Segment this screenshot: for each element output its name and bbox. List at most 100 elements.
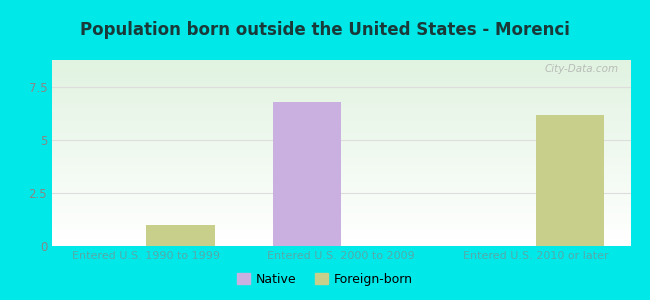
Bar — [52, 194, 630, 195]
Bar — [52, 244, 630, 245]
Bar — [52, 71, 630, 72]
Bar — [52, 231, 630, 232]
Bar — [52, 73, 630, 74]
Bar — [52, 176, 630, 177]
Bar — [52, 124, 630, 125]
Bar — [52, 95, 630, 96]
Bar — [52, 158, 630, 159]
Bar — [52, 155, 630, 156]
Bar — [52, 112, 630, 113]
Bar — [52, 118, 630, 119]
Bar — [52, 175, 630, 176]
Bar — [52, 245, 630, 246]
Bar — [52, 108, 630, 109]
Bar — [52, 114, 630, 115]
Bar — [52, 60, 630, 61]
Bar — [52, 96, 630, 97]
Bar — [52, 63, 630, 64]
Bar — [52, 243, 630, 244]
Bar — [52, 192, 630, 193]
Bar — [52, 230, 630, 231]
Bar — [52, 66, 630, 67]
Bar — [52, 62, 630, 63]
Bar — [52, 209, 630, 210]
Bar — [52, 90, 630, 91]
Bar — [52, 88, 630, 89]
Bar — [52, 161, 630, 162]
Bar — [52, 139, 630, 140]
Bar — [52, 64, 630, 66]
Bar — [52, 111, 630, 112]
Bar — [52, 101, 630, 102]
Bar — [52, 127, 630, 128]
Bar — [52, 81, 630, 82]
Bar — [52, 144, 630, 145]
Bar — [52, 98, 630, 99]
Bar — [52, 236, 630, 237]
Bar — [52, 215, 630, 216]
Bar — [52, 199, 630, 200]
Bar — [52, 130, 630, 131]
Bar — [52, 181, 630, 182]
Bar — [52, 228, 630, 229]
Bar — [52, 147, 630, 148]
Bar — [52, 162, 630, 163]
Bar — [52, 79, 630, 80]
Bar — [52, 187, 630, 188]
Bar — [52, 68, 630, 69]
Bar — [52, 156, 630, 157]
Bar — [52, 103, 630, 104]
Bar — [536, 115, 604, 246]
Bar — [52, 76, 630, 77]
Bar — [52, 216, 630, 217]
Bar — [273, 102, 341, 246]
Bar — [52, 87, 630, 88]
Bar — [52, 202, 630, 203]
Bar — [52, 138, 630, 139]
Bar — [52, 170, 630, 171]
Bar — [52, 153, 630, 154]
Bar — [52, 242, 630, 243]
Bar — [52, 83, 630, 84]
Bar — [52, 177, 630, 178]
Bar — [52, 212, 630, 214]
Bar — [52, 125, 630, 126]
Bar — [52, 69, 630, 70]
Bar — [52, 211, 630, 212]
Bar — [52, 75, 630, 76]
Bar — [52, 136, 630, 137]
Bar — [52, 109, 630, 110]
Bar — [52, 224, 630, 225]
Bar — [52, 233, 630, 234]
Bar — [52, 145, 630, 146]
Bar — [52, 94, 630, 95]
Bar — [52, 133, 630, 134]
Bar — [52, 165, 630, 166]
Bar — [52, 229, 630, 230]
Bar — [52, 100, 630, 101]
Bar — [52, 137, 630, 138]
Bar — [52, 72, 630, 73]
Bar — [52, 204, 630, 205]
Bar — [52, 92, 630, 94]
Bar — [52, 188, 630, 189]
Bar — [146, 225, 214, 246]
Bar — [52, 89, 630, 90]
Bar — [52, 203, 630, 204]
Bar — [52, 178, 630, 179]
Bar — [52, 110, 630, 111]
Bar — [52, 70, 630, 71]
Bar — [52, 140, 630, 141]
Bar — [52, 120, 630, 122]
Bar — [52, 97, 630, 98]
Bar — [52, 173, 630, 174]
Bar — [52, 223, 630, 224]
Bar — [52, 160, 630, 161]
Bar — [52, 218, 630, 219]
Text: City-Data.com: City-Data.com — [545, 64, 619, 74]
Bar — [52, 116, 630, 117]
Bar — [52, 200, 630, 201]
Bar — [52, 159, 630, 160]
Bar — [52, 131, 630, 132]
Bar — [52, 85, 630, 86]
